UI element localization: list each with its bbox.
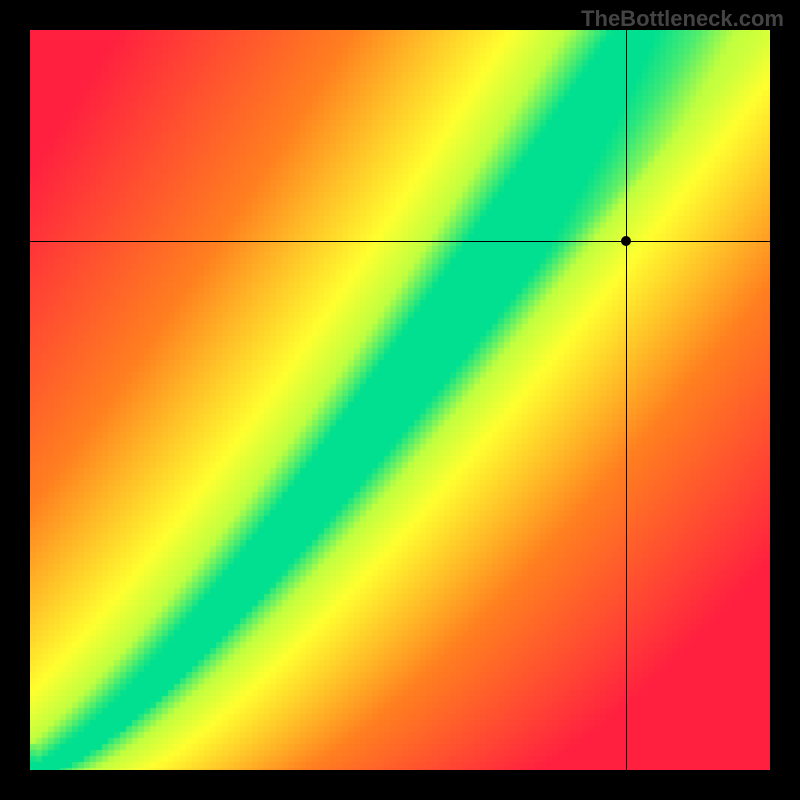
data-point-marker (621, 236, 631, 246)
watermark-text: TheBottleneck.com (581, 6, 784, 32)
heatmap-canvas (30, 30, 770, 770)
crosshair-vertical (626, 30, 627, 770)
chart-area (30, 30, 770, 770)
crosshair-horizontal (30, 241, 770, 242)
chart-container: TheBottleneck.com (0, 0, 800, 800)
